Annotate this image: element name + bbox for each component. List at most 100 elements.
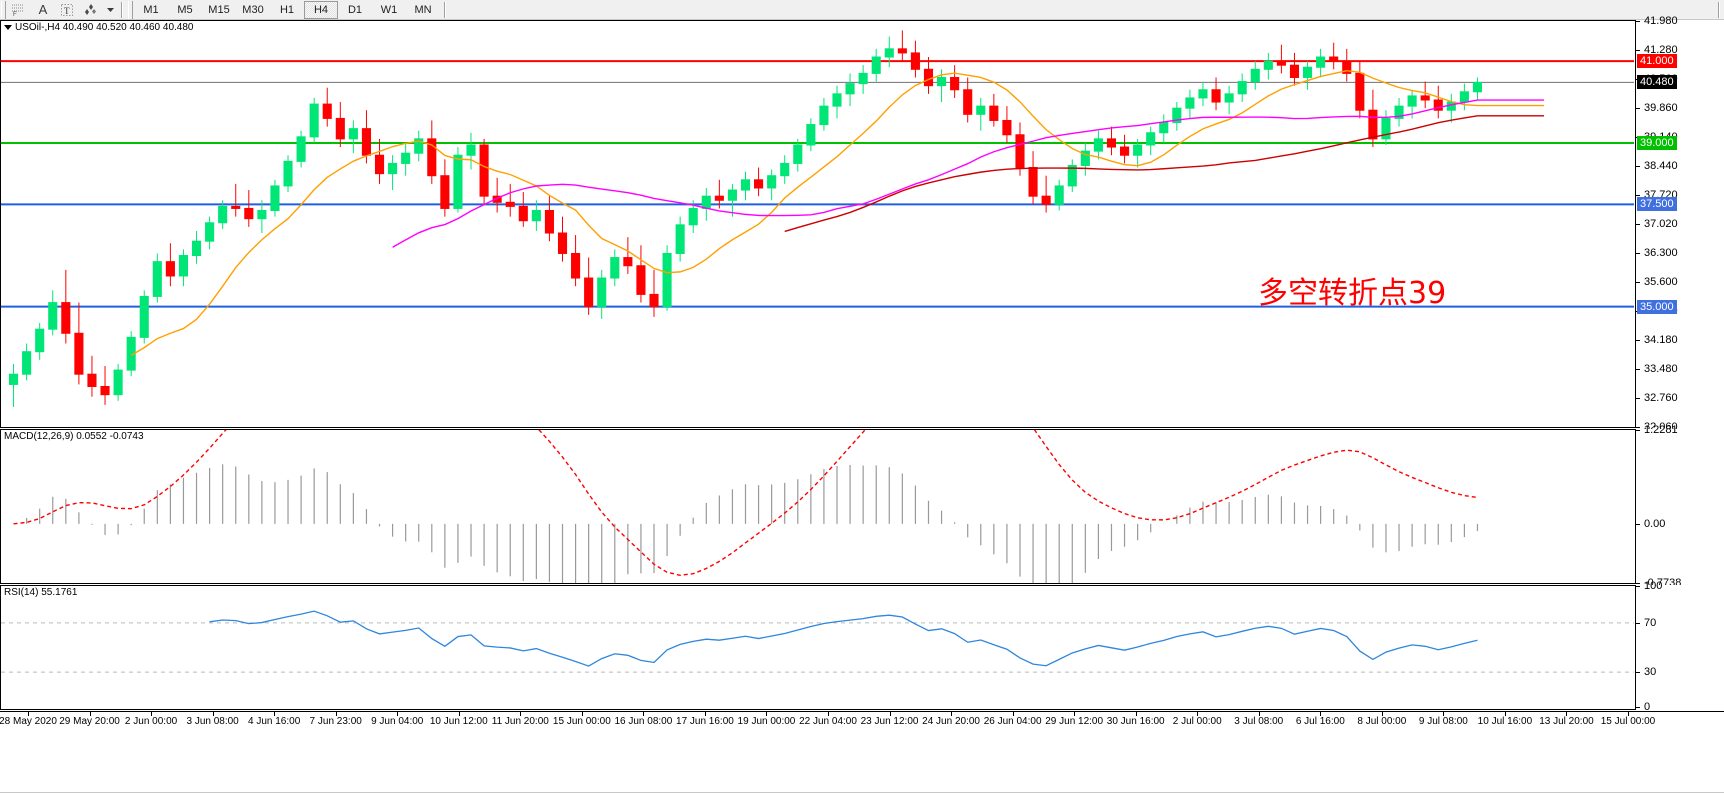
text-tool-icon[interactable]: A	[38, 2, 48, 17]
timeframe-m30[interactable]: M30	[242, 3, 264, 16]
timeframe-m1[interactable]: M1	[143, 3, 159, 16]
collapse-triangle-icon[interactable]	[4, 24, 12, 30]
crosshair-icon[interactable]: F	[7, 1, 31, 19]
price-marker-35-000[interactable]: 35.000	[1637, 299, 1677, 314]
time-axis-label: 4 Jun 16:00	[248, 716, 301, 727]
price-tick-label: 36.300	[1644, 247, 1678, 260]
time-axis-tick	[151, 712, 153, 716]
price-tick	[1636, 49, 1640, 51]
time-axis-label: 24 Jun 20:00	[922, 716, 980, 727]
price-tick-label: 41.980	[1644, 15, 1678, 27]
time-axis-tick	[1197, 712, 1199, 716]
price-tick	[1636, 427, 1640, 428]
time-axis-label: 30 Jun 16:00	[1106, 716, 1165, 727]
rsi-tick-label: 70	[1644, 616, 1657, 629]
rsi-scale[interactable]: 100 70 30 0	[1635, 580, 1724, 713]
time-axis-tick	[1135, 712, 1137, 716]
time-axis-label: 13 Jul 20:00	[1539, 716, 1594, 727]
price-tick-label: 33.480	[1644, 362, 1678, 375]
timeframe-h4[interactable]: H4	[304, 0, 338, 19]
price-plot[interactable]	[1, 21, 1634, 427]
macd-plot[interactable]	[1, 430, 1634, 583]
toolbar-separator-2	[444, 1, 446, 18]
macd-scale[interactable]: 1.2281 0.00 -0.7738	[1635, 424, 1724, 589]
price-tick-label: 37.020	[1644, 218, 1678, 230]
time-axis-tick	[1443, 712, 1445, 716]
rsi-tick	[1636, 672, 1640, 674]
price-marker-37-500[interactable]: 37.500	[1637, 197, 1677, 212]
time-axis-label: 15 Jul 00:00	[1600, 716, 1656, 727]
price-tick	[1636, 165, 1640, 167]
macd-panel[interactable]: MACD(12,26,9) 0.0552 -0.0743 1.2281 0.00-…	[0, 424, 1724, 589]
price-marker-39-000[interactable]: 39.000	[1637, 135, 1677, 150]
time-axis-label: 7 Jun 23:00	[309, 716, 362, 727]
symbol-ohlc-text: USOil-,H4 40.490 40.520 40.460 40.480	[15, 22, 194, 33]
time-axis-label: 29 Jun 12:00	[1045, 716, 1104, 727]
price-tick	[1636, 253, 1640, 255]
svg-text:T: T	[64, 6, 70, 16]
time-axis-tick	[1566, 712, 1568, 716]
time-axis-tick	[212, 712, 214, 716]
time-axis-label: 23 Jun 12:00	[860, 716, 919, 727]
time-axis-label: 17 Jun 16:00	[676, 716, 734, 727]
time-axis-label: 10 Jun 12:00	[429, 716, 488, 727]
price-tick	[1636, 368, 1640, 370]
rsi-tick-label: 0	[1644, 701, 1651, 713]
time-axis-label: 26 Jun 04:00	[983, 716, 1042, 727]
time-axis-tick	[828, 712, 829, 716]
time-axis-label: 16 Jun 08:00	[614, 716, 673, 727]
time-axis-label: 6 Jul 16:00	[1295, 716, 1345, 727]
toolbar-separator	[121, 1, 123, 18]
toolbar-end-grip[interactable]	[1718, 1, 1720, 18]
price-tick-label: 39.860	[1644, 101, 1678, 114]
rsi-plot[interactable]	[1, 586, 1634, 709]
price-tick-label: 38.440	[1644, 159, 1678, 172]
rsi-panel[interactable]: RSI(14) 55.1761 100 70 30 0	[0, 580, 1724, 713]
rsi-tick	[1636, 586, 1640, 587]
price-tick	[1636, 107, 1640, 109]
time-axis-label: 19 Jun 00:00	[737, 716, 796, 727]
price-tick	[1636, 224, 1640, 225]
time-axis-label: 3 Jun 08:00	[186, 716, 239, 727]
svg-text:F: F	[13, 12, 17, 17]
macd-tick-label: 1.2281	[1644, 424, 1678, 436]
macd-tick	[1636, 430, 1640, 431]
price-scale[interactable]: 41.98041.28040.56039.86039.14038.44037.7…	[1635, 15, 1724, 433]
time-axis-tick	[1012, 712, 1014, 716]
timeframe-d1[interactable]: D1	[347, 3, 363, 16]
time-axis-label: 28 May 2020	[0, 716, 57, 727]
timeframe-w1[interactable]: W1	[380, 3, 398, 16]
price-tick-label: 35.600	[1644, 276, 1678, 289]
time-axis-tick	[951, 712, 953, 716]
price-marker-40-480[interactable]: 40.480	[1637, 75, 1677, 90]
price-tick-label: 41.280	[1644, 43, 1678, 56]
time-axis-label: 22 Jun 04:00	[799, 716, 857, 727]
macd-svg	[13, 430, 1479, 583]
text-box-icon[interactable]: T	[55, 1, 79, 19]
chart-area: USOil-,H4 40.490 40.520 40.460 40.480 41…	[0, 15, 1724, 793]
time-axis-label: 11 Jun 20:00	[491, 716, 549, 727]
price-marker-41-000[interactable]: 41.000	[1637, 54, 1677, 69]
chevron-down-icon[interactable]	[103, 1, 117, 19]
time-axis-tick	[397, 712, 399, 716]
rsi-tick	[1636, 707, 1640, 708]
time-axis-tick	[1504, 712, 1506, 716]
timeframe-m15[interactable]: M15	[208, 3, 230, 16]
timeframe-m5[interactable]: M5	[177, 3, 193, 16]
price-tick-label: 34.180	[1644, 334, 1678, 347]
price-panel[interactable]: USOil-,H4 40.490 40.520 40.460 40.480 41…	[0, 15, 1724, 433]
time-axis-tick	[1628, 712, 1629, 716]
objects-icon[interactable]	[79, 1, 103, 19]
timeframe-h1[interactable]: H1	[279, 3, 295, 16]
time-axis-label: 9 Jul 08:00	[1418, 716, 1468, 727]
time-axis-tick	[520, 712, 522, 716]
time-axis-label: 8 Jul 00:00	[1357, 716, 1407, 727]
time-axis-label: 2 Jul 00:00	[1172, 716, 1222, 727]
timeframe-grip[interactable]	[128, 0, 133, 19]
macd-tick	[1636, 523, 1640, 525]
time-axis-label: 3 Jul 08:00	[1234, 716, 1284, 727]
timeframe-mn[interactable]: MN	[414, 3, 432, 16]
time-axis[interactable]: 28 May 2020 29 May 20:00 2 Jun 00:00 3 Jun …	[0, 711, 1724, 731]
toolbar-grip[interactable]	[1, 0, 6, 19]
